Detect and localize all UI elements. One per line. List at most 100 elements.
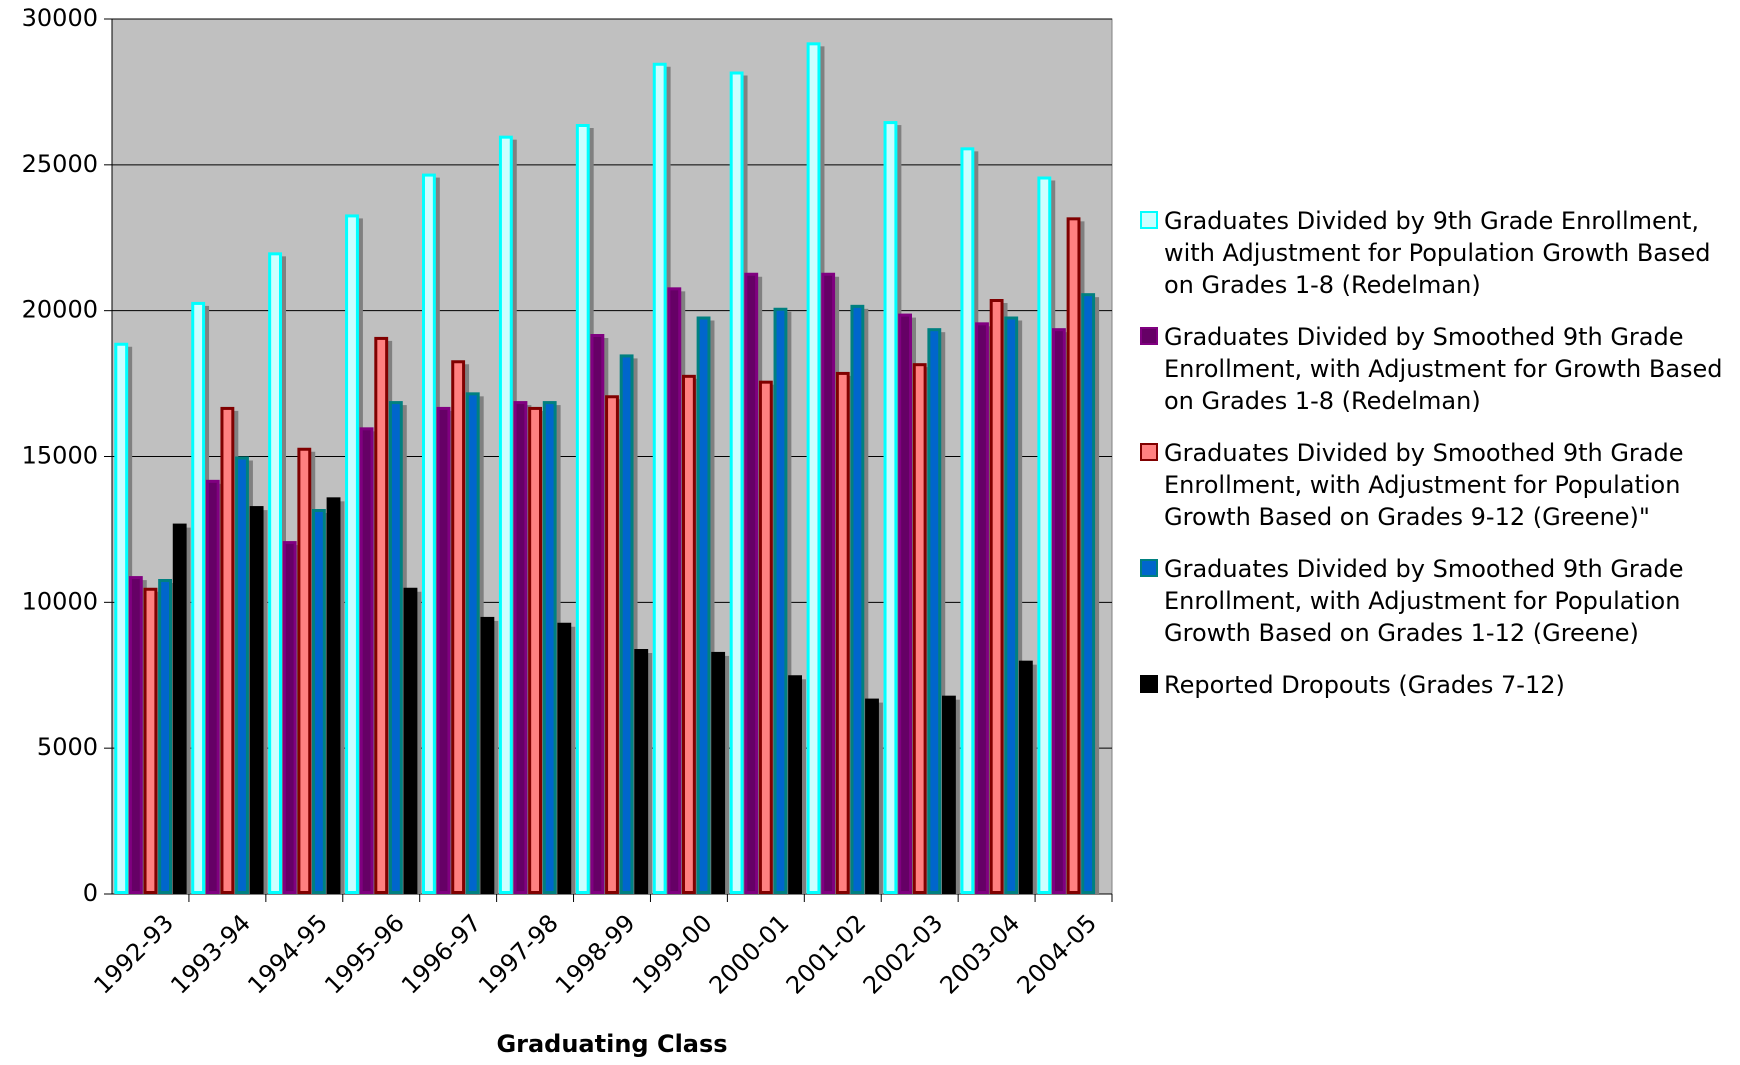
y-tick-label: 10000 (22, 587, 98, 615)
bar (451, 360, 466, 894)
y-tick-label: 15000 (22, 442, 98, 470)
x-tick-label: 1992-93 (88, 909, 179, 1000)
bar (128, 576, 143, 894)
legend-item: Reported Dropouts (Grades 7-12) (1140, 669, 1735, 701)
legend-item: Graduates Divided by Smoothed 9th Grade … (1140, 437, 1735, 533)
legend-item: Graduates Divided by Smoothed 9th Grade … (1140, 553, 1735, 649)
bar (191, 301, 206, 894)
bar (1066, 217, 1081, 895)
bar (652, 62, 667, 894)
bar (388, 401, 403, 894)
bar (575, 124, 590, 894)
bar (942, 695, 956, 895)
bar (975, 322, 989, 895)
bar (927, 328, 942, 894)
bar (729, 71, 744, 894)
bar (557, 622, 572, 894)
bar (821, 272, 836, 894)
bar (1081, 293, 1096, 894)
bar (912, 363, 927, 894)
bar (960, 147, 975, 895)
bar (374, 336, 389, 894)
y-tick-label: 20000 (22, 296, 98, 324)
bar (359, 427, 374, 894)
bar (806, 42, 821, 895)
bar (220, 406, 235, 894)
legend-label: Graduates Divided by Smoothed 9th Grade … (1164, 439, 1684, 531)
bar (542, 401, 557, 894)
bar (605, 395, 619, 894)
bar (850, 304, 865, 895)
bar (619, 354, 634, 894)
bar (696, 316, 711, 894)
bar (758, 380, 773, 894)
x-tick-label: 1995-96 (319, 909, 410, 1000)
legend-swatch (1140, 675, 1158, 693)
bar (158, 579, 172, 894)
x-tick-label: 2003-04 (935, 909, 1026, 1000)
bar (788, 675, 803, 894)
legend-label: Graduates Divided by Smoothed 9th Grade … (1164, 323, 1723, 415)
bar (114, 342, 129, 894)
legend-label: Graduates Divided by Smoothed 9th Grade … (1164, 555, 1684, 647)
legend-swatch (1140, 559, 1158, 577)
bar (235, 456, 249, 894)
legend-label: Reported Dropouts (Grades 7-12) (1164, 671, 1565, 699)
bar (1018, 660, 1033, 895)
bar (989, 299, 1004, 894)
legend-item: Graduates Divided by 9th Grade Enrollmen… (1140, 205, 1735, 301)
bar (249, 506, 264, 894)
bar (297, 447, 312, 894)
legend: Graduates Divided by 9th Grade Enrollmen… (1140, 205, 1735, 721)
x-tick-label: 1993-94 (165, 909, 256, 1000)
bar (711, 651, 726, 895)
bar (436, 406, 451, 894)
y-tick-label: 0 (83, 879, 98, 907)
bar (465, 392, 480, 894)
y-tick-label: 5000 (37, 733, 98, 761)
legend-swatch (1140, 443, 1158, 461)
bar (326, 497, 341, 894)
y-tick-label: 25000 (22, 150, 98, 178)
bar (172, 523, 187, 894)
legend-label: Graduates Divided by 9th Grade Enrollmen… (1164, 207, 1711, 299)
bar (1037, 176, 1052, 894)
bar (268, 252, 282, 895)
bar (312, 509, 326, 894)
x-axis-title: Graduating Class (496, 1030, 727, 1058)
bar (403, 587, 418, 894)
bar (282, 541, 297, 894)
bar (865, 698, 879, 894)
bar (590, 334, 605, 894)
bar (835, 371, 850, 894)
bar (205, 479, 220, 894)
bar (682, 374, 696, 895)
x-tick-label: 1994-95 (242, 909, 333, 1000)
bar (667, 287, 682, 895)
bar (1004, 316, 1019, 894)
bar (513, 401, 528, 894)
bar (345, 214, 359, 894)
x-tick-label: 1999-00 (627, 909, 718, 1000)
bar (1052, 328, 1066, 894)
x-tick-label: 1997-98 (473, 909, 564, 1000)
x-tick-label: 2004-05 (1012, 909, 1103, 1000)
bar (498, 135, 513, 894)
bar (773, 307, 788, 894)
bar (744, 272, 759, 894)
bar (634, 649, 649, 894)
bar (422, 173, 436, 895)
x-tick-label: 1998-99 (550, 909, 641, 1000)
x-tick-label: 2002-03 (858, 909, 949, 1000)
x-tick-label: 1996-97 (396, 909, 487, 1000)
bar (528, 406, 543, 894)
bar (883, 121, 898, 895)
x-tick-label: 2001-02 (781, 909, 872, 1000)
y-tick-label: 30000 (22, 4, 98, 32)
x-tick-label: 2000-01 (704, 909, 795, 1000)
legend-item: Graduates Divided by Smoothed 9th Grade … (1140, 321, 1735, 417)
bar (480, 616, 495, 895)
legend-swatch (1140, 211, 1158, 229)
